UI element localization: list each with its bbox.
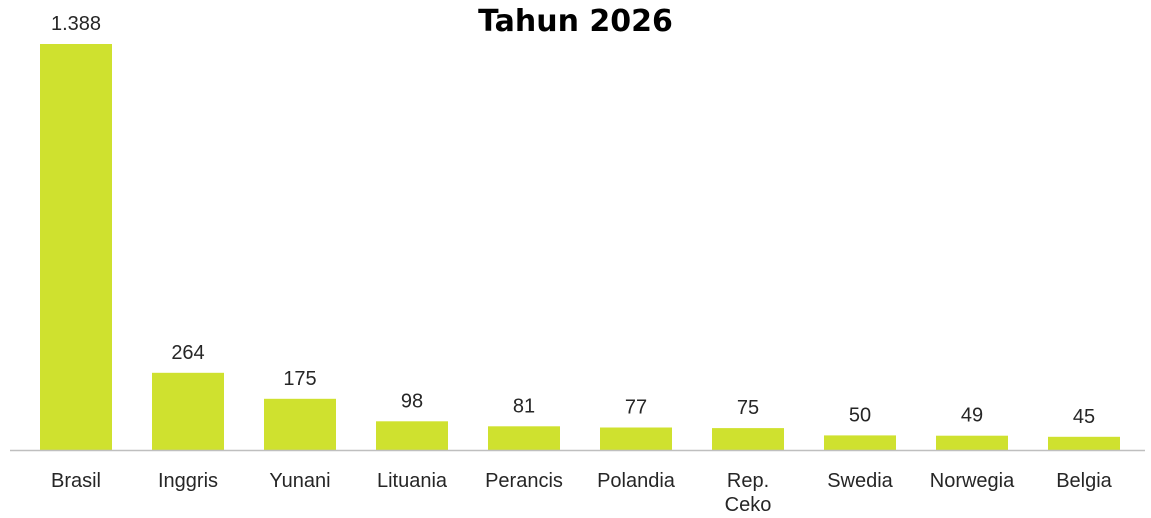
category-labels-group: Brasil Inggris Yunani Lituania Perancis Polan… xyxy=(51,470,1113,516)
chart-title: Tahun 2026 xyxy=(478,4,673,39)
bar-rep-ceko xyxy=(712,428,784,450)
category-label: Perancis xyxy=(485,470,563,492)
data-label: 98 xyxy=(401,390,423,412)
data-label: 81 xyxy=(513,395,535,417)
category-label: Yunani xyxy=(269,470,330,492)
category-label: Swedia xyxy=(827,470,893,492)
bar-swedia xyxy=(824,435,896,450)
bar-inggris xyxy=(152,372,224,450)
bar-brasil xyxy=(40,44,112,450)
bar-yunani xyxy=(264,398,336,450)
value-labels-group: 1.388 264 175 98 81 77 75 50 49 45 xyxy=(51,13,1095,428)
data-label: 49 xyxy=(961,405,983,427)
category-label: Inggris xyxy=(158,470,218,492)
bar-lituania xyxy=(376,421,448,450)
data-label: 77 xyxy=(625,397,647,419)
category-label: Polandia xyxy=(597,470,676,492)
category-label: Brasil xyxy=(51,470,101,492)
data-label: 50 xyxy=(849,404,871,426)
bars-group xyxy=(40,44,1120,450)
bar-polandia xyxy=(600,427,672,450)
bar-norwegia xyxy=(936,435,1008,450)
data-label: 1.388 xyxy=(51,13,101,35)
category-label: Belgia xyxy=(1056,470,1112,492)
bar-belgia xyxy=(1048,436,1120,450)
category-label: Norwegia xyxy=(930,470,1015,492)
category-label: Lituania xyxy=(377,470,448,492)
data-label: 75 xyxy=(737,397,759,419)
category-label: Rep. Ceko xyxy=(725,470,772,516)
data-label: 264 xyxy=(171,342,204,364)
data-label: 175 xyxy=(283,368,316,390)
data-label: 45 xyxy=(1073,406,1095,428)
bar-perancis xyxy=(488,426,560,450)
